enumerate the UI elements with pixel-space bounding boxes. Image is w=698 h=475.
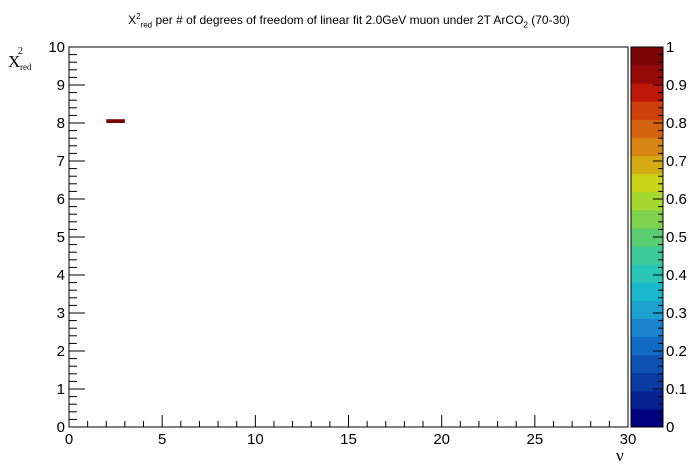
colorbar-segment bbox=[631, 155, 663, 175]
y-tick-label: 4 bbox=[57, 267, 65, 284]
colorbar-tick-label: 0.7 bbox=[666, 153, 687, 170]
x-tick-label: 10 bbox=[247, 431, 264, 448]
colorbar-segment bbox=[631, 246, 663, 265]
colorbar-segment bbox=[631, 119, 663, 138]
title-chi-symbol: X bbox=[128, 13, 137, 27]
colorbar-segment bbox=[631, 390, 663, 410]
y-tick-label: 3 bbox=[57, 305, 65, 322]
colorbar-segment bbox=[631, 300, 663, 319]
colorbar-segment bbox=[631, 83, 663, 102]
colorbar-segment bbox=[631, 101, 663, 120]
x-tick-label: 15 bbox=[340, 431, 357, 448]
y-axis-title: X 2 red bbox=[8, 46, 32, 72]
colorbar-segment bbox=[631, 65, 663, 84]
colorbar-segment bbox=[631, 282, 663, 301]
x-tick-label: 0 bbox=[65, 431, 73, 448]
y-tick-label: 6 bbox=[57, 191, 65, 208]
colorbar-segment bbox=[631, 318, 663, 338]
title-superscript: 2 bbox=[136, 12, 141, 21]
x-tick-label: 30 bbox=[620, 431, 637, 448]
colorbar-segment bbox=[631, 209, 663, 229]
chart-title: X2red per # of degrees of freedom of lin… bbox=[0, 12, 698, 29]
frame-layer bbox=[68, 46, 629, 428]
colorbar-segment bbox=[631, 354, 663, 374]
x-tick-label: 25 bbox=[526, 431, 543, 448]
colorbar-tick-label: 0.9 bbox=[666, 77, 687, 94]
colorbar-segment bbox=[631, 191, 663, 211]
cells-layer bbox=[106, 119, 125, 123]
colorbar-segment bbox=[631, 408, 663, 428]
colorbar-tick-label: 0.8 bbox=[666, 115, 687, 132]
colorbar-tick-label: 0.3 bbox=[666, 305, 687, 322]
y-tick-label: 2 bbox=[57, 343, 65, 360]
x-tick-label: 20 bbox=[433, 431, 450, 448]
y-axis-title-subscript: red bbox=[20, 62, 32, 72]
colorbar-tick-label: 0.6 bbox=[666, 191, 687, 208]
colorbar-tick-label: 0.2 bbox=[666, 343, 687, 360]
title-suffix: (70-30) bbox=[527, 13, 570, 27]
title-co2-subscript: 2 bbox=[523, 20, 528, 30]
y-tick-label: 8 bbox=[57, 115, 65, 132]
title-subscript: red bbox=[140, 20, 153, 30]
colorbar-tick-label: 0.1 bbox=[666, 381, 687, 398]
colorbar-segment bbox=[631, 264, 663, 283]
y-axis-title-base: X bbox=[8, 52, 21, 71]
colorbar-tick-label: 0.5 bbox=[666, 229, 687, 246]
colorbar-segment bbox=[631, 336, 663, 356]
y-tick-label: 1 bbox=[57, 381, 65, 398]
heatmap-cell-0 bbox=[106, 119, 125, 123]
colorbar-segment bbox=[631, 47, 663, 66]
y-tick-label: 5 bbox=[57, 229, 65, 246]
y-axis-title-superscript: 2 bbox=[18, 46, 23, 57]
colorbar-layer: 0 0.1 0.2 0.3 0.4 0.5 0.6 0.7 0.8 0.9 1 bbox=[630, 39, 687, 436]
ticks-layer: 0 5 10 15 20 25 30 0 1 2 3 4 5 6 7 8 9 10 bbox=[48, 39, 636, 448]
colorbar-segment bbox=[631, 173, 663, 193]
colorbar-tick-label: 0.4 bbox=[666, 267, 687, 284]
y-tick-label: 10 bbox=[48, 39, 65, 56]
title-main: per # of degrees of freedom of linear fi… bbox=[152, 13, 524, 27]
y-tick-label: 9 bbox=[57, 77, 65, 94]
y-tick-label: 0 bbox=[57, 419, 65, 436]
colorbar-segment bbox=[631, 137, 663, 157]
x-axis-title: ν bbox=[616, 446, 624, 465]
colorbar-segment bbox=[631, 372, 663, 392]
x-tick-label: 5 bbox=[158, 431, 166, 448]
y-tick-label: 7 bbox=[57, 153, 65, 170]
colorbar-tick-label: 0 bbox=[666, 419, 674, 436]
colorbar-tick-label: 1 bbox=[666, 39, 674, 56]
colorbar-segment bbox=[631, 227, 663, 247]
plot-frame bbox=[68, 46, 629, 428]
